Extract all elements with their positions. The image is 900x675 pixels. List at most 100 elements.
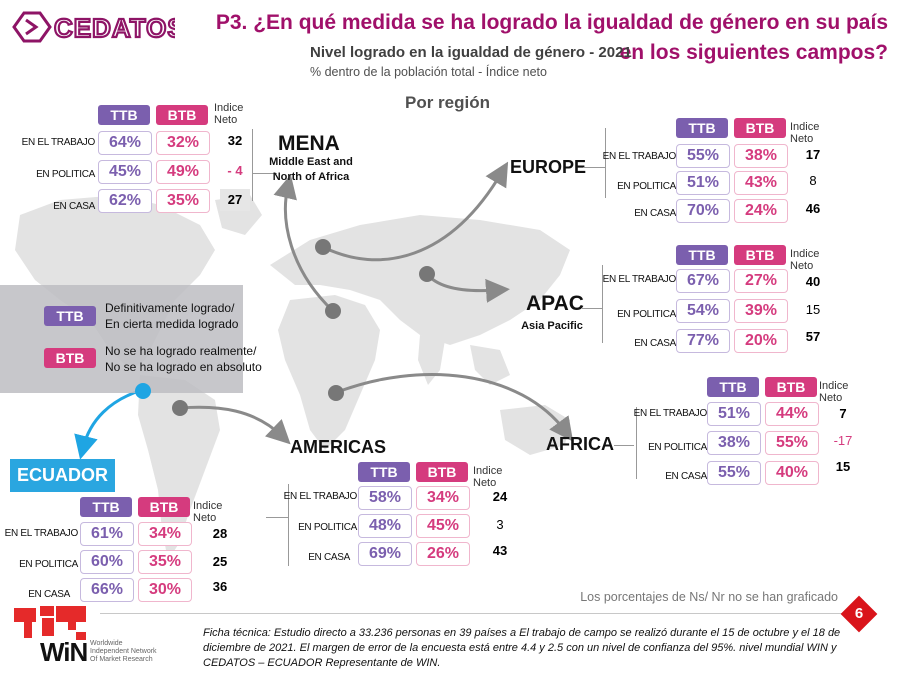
indice-value: 8 — [809, 173, 817, 188]
indice-neto-header: Indice Neto — [473, 465, 503, 489]
ecuador-dot — [135, 383, 151, 399]
row-label: EN EL TRABAJO — [633, 408, 708, 419]
page-title: P3. ¿En qué medida se ha logrado la igua… — [215, 11, 888, 64]
indice-value: -17 — [833, 433, 853, 448]
btb-header: BTB — [416, 462, 468, 482]
btb-value: 34% — [138, 522, 192, 546]
row-label: EN EL TRABAJO — [602, 151, 677, 162]
btb-header: BTB — [765, 377, 817, 397]
region-subtitle: Middle East and — [269, 156, 353, 168]
ttb-value: 70% — [676, 199, 730, 223]
row-label: EN EL TRABAJO — [4, 528, 79, 539]
btb-value: 32% — [156, 131, 210, 155]
row-label: EN CASA — [634, 208, 676, 219]
ficha-tecnica: Ficha técnica: Estudio directo a 33.236 … — [203, 627, 841, 669]
logo-text: CEDATOS — [54, 13, 175, 43]
subtitle: Nivel logrado en la igualdad de género -… — [310, 44, 632, 61]
indice-value: 57 — [805, 329, 821, 344]
ttb-value: 62% — [98, 189, 152, 213]
ttb-value: 48% — [358, 514, 412, 538]
legend-panel — [0, 285, 243, 393]
arrow-ecuador — [74, 388, 143, 460]
btb-value: 26% — [416, 542, 470, 566]
btb-value: 40% — [765, 461, 819, 485]
btb-value: 34% — [416, 486, 470, 510]
footer-divider — [100, 613, 860, 614]
bracket-tick — [252, 173, 277, 174]
indice-value: 36 — [212, 579, 228, 594]
indice-value: 43 — [492, 543, 508, 558]
region-name-ecuador: ECUADOR — [10, 459, 115, 492]
region-name-apac: APAC — [526, 292, 584, 315]
ttb-value: 58% — [358, 486, 412, 510]
ttb-value: 38% — [707, 431, 761, 455]
ttb-value: 60% — [80, 550, 134, 574]
btb-value: 38% — [734, 144, 788, 168]
ttb-value: 54% — [676, 299, 730, 323]
legend-btb-desc: No se ha logrado realmente/No se ha logr… — [105, 344, 262, 374]
btb-value: 49% — [156, 160, 210, 184]
continents — [15, 195, 570, 560]
arrow-americas — [179, 405, 291, 445]
indice-value: 46 — [805, 201, 821, 216]
row-label: EN EL TRABAJO — [602, 274, 677, 285]
indice-neto-header: Indice Neto — [214, 102, 244, 126]
ttb-value: 61% — [80, 522, 134, 546]
indice-value: 15 — [805, 302, 821, 317]
legend-ttb-desc: Definitivamente logrado/En cierta medida… — [105, 301, 239, 331]
row-label: EN CASA — [634, 338, 676, 349]
bracket-tick — [582, 308, 602, 309]
indice-value: 24 — [492, 489, 508, 504]
indice-value: 27 — [220, 189, 250, 211]
ttb-value: 67% — [676, 269, 730, 293]
row-label: EN CASA — [53, 201, 95, 212]
region-heading: Por región — [405, 93, 491, 112]
btb-value: 39% — [734, 299, 788, 323]
bracket-tick — [614, 445, 634, 446]
bracket-line — [602, 265, 603, 343]
indice-neto-header: Indice Neto — [193, 500, 223, 524]
btb-value: 44% — [765, 402, 819, 426]
row-label: EN CASA — [308, 552, 350, 563]
cedatos-logo: CEDATOS — [12, 11, 175, 44]
region-subtitle: Asia Pacific — [521, 320, 583, 332]
ttb-value: 45% — [98, 160, 152, 184]
btb-header: BTB — [156, 105, 208, 125]
row-label: EN CASA — [665, 471, 707, 482]
btb-value: 45% — [416, 514, 470, 538]
legend-ttb-badge: TTB — [44, 306, 96, 326]
region-name-africa: AFRICA — [546, 434, 614, 454]
btb-value: 24% — [734, 199, 788, 223]
ttb-value: 64% — [98, 131, 152, 155]
indice-neto-header: Indice Neto — [790, 121, 820, 145]
btb-header: BTB — [734, 118, 786, 138]
indice-value: 28 — [212, 526, 228, 541]
btb-header: BTB — [734, 245, 786, 265]
ttb-value: 55% — [707, 461, 761, 485]
bracket-line — [605, 128, 606, 198]
indice-value: 40 — [805, 274, 821, 289]
win-logo-subtitle: Worldwide Independent Network Of Market Re… — [90, 640, 157, 663]
btb-value: 43% — [734, 171, 788, 195]
row-label: EN POLITICA — [19, 559, 78, 570]
row-label: EN POLITICA — [617, 309, 676, 320]
indice-value: 25 — [212, 554, 228, 569]
indice-value: 32 — [227, 133, 243, 148]
ttb-value: 69% — [358, 542, 412, 566]
btb-value: 27% — [734, 269, 788, 293]
indice-neto-header: Indice Neto — [819, 380, 849, 404]
btb-value: 30% — [138, 578, 192, 602]
arrow-europe — [322, 161, 509, 262]
indice-neto-header: Indice Neto — [790, 248, 820, 272]
footnote: Los porcentajes de Ns/ Nr no se han graf… — [580, 590, 838, 604]
legend-btb-badge: BTB — [44, 348, 96, 368]
page-number: 6 — [854, 605, 864, 622]
ttb-value: 51% — [676, 171, 730, 195]
btb-value: 35% — [156, 189, 210, 213]
indice-value: 3 — [496, 517, 504, 532]
btb-value: 35% — [138, 550, 192, 574]
row-label: EN POLITICA — [298, 522, 357, 533]
row-label: EN EL TRABAJO — [21, 137, 96, 148]
ttb-value: 77% — [676, 329, 730, 353]
